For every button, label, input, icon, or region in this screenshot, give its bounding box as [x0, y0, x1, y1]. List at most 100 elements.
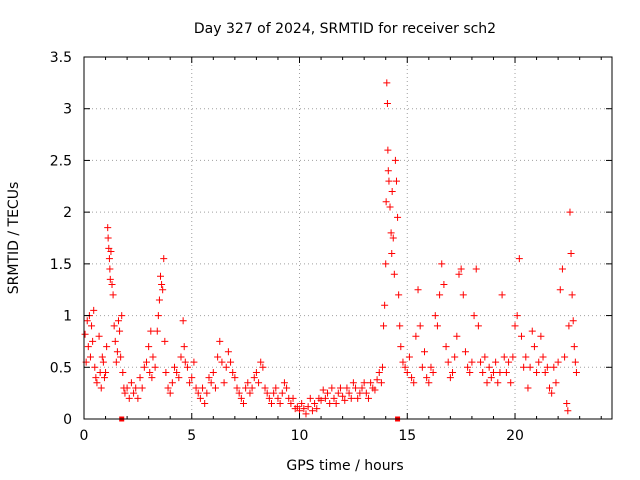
data-point: [334, 389, 342, 397]
data-point: [341, 396, 349, 404]
data-point: [356, 389, 364, 397]
data-point: [336, 384, 344, 392]
data-point: [155, 296, 163, 304]
y-tick-label: 1.5: [50, 257, 72, 273]
data-point: [265, 394, 273, 402]
data-point: [438, 260, 446, 268]
data-point: [192, 384, 200, 392]
data-point: [179, 317, 187, 325]
data-point: [347, 394, 355, 402]
data-point: [257, 358, 265, 366]
data-point: [563, 399, 571, 407]
data-point: [487, 374, 495, 382]
data-point: [548, 389, 556, 397]
tick-label-layer: 0 5 10 15 20 0 0.5 1 1.5 2 2.5 3 3.5: [50, 50, 524, 444]
data-point: [385, 177, 393, 185]
data-point: [511, 322, 519, 330]
data-point: [183, 363, 191, 371]
y-tick-label: 3: [63, 102, 72, 118]
data-point: [97, 384, 105, 392]
data-point: [259, 363, 267, 371]
data-point: [442, 343, 450, 351]
data-point: [449, 368, 457, 376]
data-point: [390, 270, 398, 278]
data-point: [142, 358, 150, 366]
data-point: [539, 353, 547, 361]
data-point: [81, 330, 89, 338]
data-point: [364, 394, 372, 402]
data-point: [111, 337, 119, 345]
data-point: [459, 291, 467, 299]
data-point: [319, 386, 327, 394]
data-point: [492, 358, 500, 366]
data-point: [537, 332, 545, 340]
data-point: [91, 363, 99, 371]
data-point: [552, 379, 560, 387]
data-point: [383, 100, 391, 108]
data-point: [118, 312, 126, 320]
data-point: [160, 255, 168, 263]
data-point: [110, 322, 118, 330]
data-point: [423, 374, 431, 382]
data-point: [168, 379, 176, 387]
data-point: [571, 358, 579, 366]
data-point: [360, 379, 368, 387]
data-point: [103, 343, 111, 351]
data-point: [564, 407, 572, 415]
data-point: [524, 384, 532, 392]
data-point: [383, 79, 391, 87]
data-point: [494, 379, 502, 387]
y-axis-label: SRMTID / TECUs: [6, 182, 22, 295]
data-point: [410, 379, 418, 387]
data-point: [505, 358, 513, 366]
data-point: [173, 368, 181, 376]
data-point: [453, 332, 461, 340]
data-point: [203, 389, 211, 397]
data-point: [304, 403, 312, 411]
data-point: [113, 348, 121, 356]
data-point: [209, 368, 217, 376]
data-point: [507, 379, 515, 387]
data-point: [455, 270, 463, 278]
data-point: [403, 368, 411, 376]
data-point: [378, 363, 386, 371]
data-point: [377, 379, 385, 387]
data-point: [528, 327, 536, 335]
data-point: [263, 389, 271, 397]
data-point: [121, 389, 129, 397]
data-point: [412, 332, 420, 340]
data-point: [566, 208, 574, 216]
data-point: [151, 363, 159, 371]
data-point: [107, 247, 115, 255]
y-tick-label: 1: [63, 309, 72, 325]
y-tick-label: 2.5: [50, 153, 72, 169]
data-point: [554, 358, 562, 366]
data-point: [550, 363, 558, 371]
data-point: [392, 177, 400, 185]
data-point: [569, 317, 577, 325]
data-point: [349, 379, 357, 387]
data-point: [498, 291, 506, 299]
data-point: [283, 384, 291, 392]
data-point: [326, 399, 334, 407]
data-point: [146, 368, 154, 376]
data-point: [502, 368, 510, 376]
data-point: [92, 374, 100, 382]
data-point: [394, 213, 402, 221]
data-point: [145, 343, 153, 351]
data-point: [387, 229, 395, 237]
data-point: [317, 396, 325, 404]
data-point: [332, 399, 340, 407]
data-point: [108, 281, 116, 289]
data-point: [270, 389, 278, 397]
data-point: [570, 343, 578, 351]
tick-layer: [83, 56, 612, 420]
data-point: [515, 255, 523, 263]
data-point: [117, 353, 125, 361]
data-point: [489, 368, 497, 376]
data-point: [196, 394, 204, 402]
data-point: [345, 389, 353, 397]
plot-frame: [83, 56, 613, 420]
data-point: [517, 332, 525, 340]
